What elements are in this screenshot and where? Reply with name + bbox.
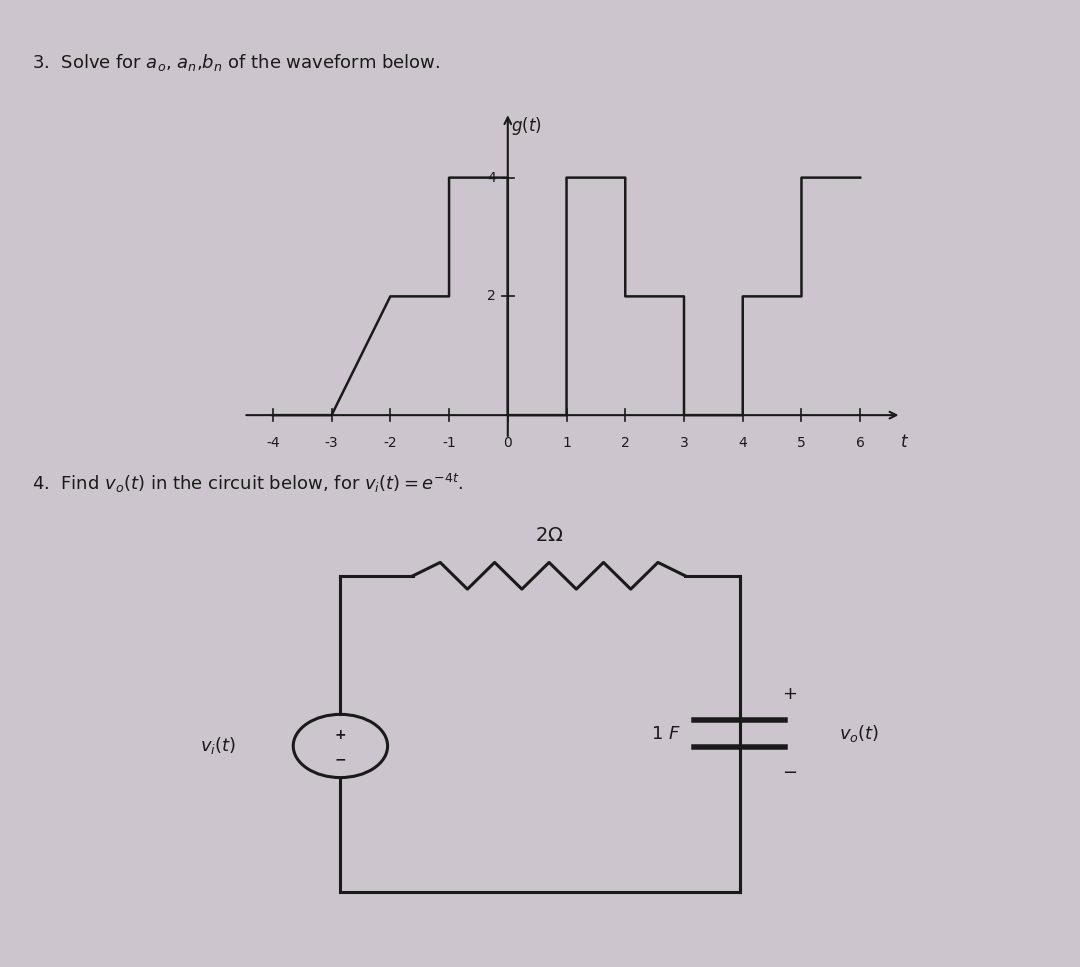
Text: $v_i(t)$: $v_i(t)$ [200,736,237,756]
Text: 2: 2 [621,436,630,450]
Text: 6: 6 [855,436,865,450]
Text: -3: -3 [325,436,338,450]
Text: 3.  Solve for $a_o$, $a_n$,$b_n$ of the waveform below.: 3. Solve for $a_o$, $a_n$,$b_n$ of the w… [32,52,441,73]
Text: $1\ F$: $1\ F$ [651,725,680,743]
Text: +: + [335,728,347,742]
Text: $2\Omega$: $2\Omega$ [535,526,564,545]
Text: 4: 4 [739,436,747,450]
Text: 2: 2 [487,289,496,304]
Text: 1: 1 [562,436,571,450]
Text: 5: 5 [797,436,806,450]
Text: 0: 0 [503,436,512,450]
Text: $g(t)$: $g(t)$ [511,115,541,137]
Text: 4: 4 [487,170,496,185]
Text: $t$: $t$ [900,433,908,451]
Text: $v_o(t)$: $v_o(t)$ [839,723,880,745]
Text: −: − [782,764,797,782]
Text: -1: -1 [442,436,456,450]
Text: +: + [782,686,797,703]
Text: 3: 3 [679,436,688,450]
Text: -2: -2 [383,436,397,450]
Text: 4.  Find $v_o(t)$ in the circuit below, for $v_i(t) = e^{-4t}$.: 4. Find $v_o(t)$ in the circuit below, f… [32,472,464,495]
Text: -4: -4 [266,436,280,450]
Text: −: − [335,752,347,766]
